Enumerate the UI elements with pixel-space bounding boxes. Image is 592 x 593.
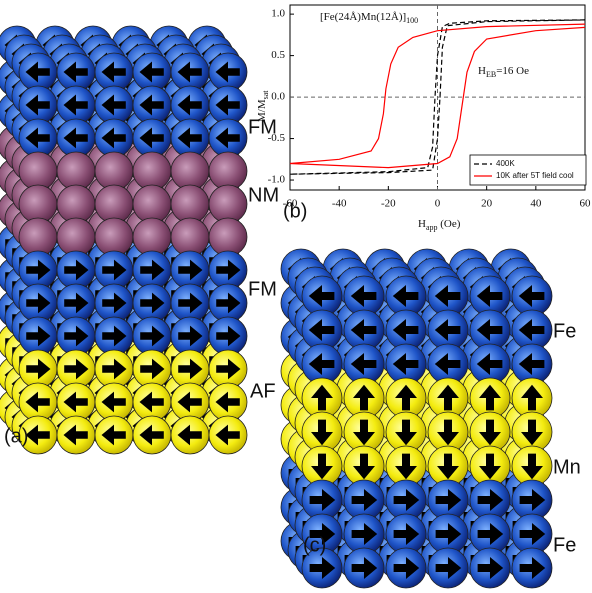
atom [95, 218, 133, 256]
layer-label: NM [248, 184, 279, 206]
panel-label: (a) [4, 425, 28, 447]
text: =16 Oe [496, 65, 529, 77]
y-tick-label: 0.0 [271, 91, 285, 103]
x-tick-label: 0 [435, 198, 441, 210]
legend-label: 400K [496, 159, 515, 168]
atom [19, 218, 57, 256]
atom [57, 152, 95, 190]
y-axis-label: M/Msat [256, 90, 270, 122]
x-tick-label: 40 [530, 198, 542, 210]
atom [19, 185, 57, 223]
legend-box [470, 155, 586, 185]
atom [95, 152, 133, 190]
atom [209, 218, 247, 256]
subscript: app [426, 223, 438, 232]
y-tick-label: -0.5 [268, 132, 286, 144]
annotation: HEB=16 Oe [478, 65, 529, 79]
atom [19, 152, 57, 190]
layer-label: AF [250, 380, 276, 402]
atom [57, 218, 95, 256]
atom [209, 185, 247, 223]
x-tick-label: -20 [381, 198, 396, 210]
x-axis-label: Happ (Oe) [418, 218, 461, 232]
atom [209, 152, 247, 190]
layer-label: FM [248, 278, 277, 300]
y-tick-label: 0.5 [271, 49, 285, 61]
layer-label: Fe [553, 534, 576, 556]
text: H [418, 218, 426, 230]
text: [Fe(24Å)Mn(12Å)] [320, 11, 406, 23]
y-tick-label: -1.0 [268, 174, 286, 186]
atom [133, 152, 171, 190]
text: M/M [256, 99, 268, 122]
atom [171, 152, 209, 190]
atom [133, 218, 171, 256]
panel-label: (c) [303, 534, 326, 556]
atom [95, 185, 133, 223]
layer-label: Mn [553, 456, 581, 478]
x-tick-label: 20 [481, 198, 493, 210]
subscript: EB [486, 70, 496, 79]
figure: FM NM FM AF (a) Fe Mn Fe (c) (b) -60-40-… [0, 0, 592, 593]
atom [171, 185, 209, 223]
x-tick-label: 60 [580, 198, 592, 210]
text: (Oe) [438, 218, 461, 230]
atom [171, 218, 209, 256]
legend-label: 10K after 5T field cool [496, 171, 574, 180]
hysteresis-chart: -60 -40 -20 0 20 40 60 -1.0 -0.5 0.0 0.5 1.0 [Fe(24Å… [256, 5, 591, 232]
layer-label: Fe [553, 320, 576, 342]
text: H [478, 65, 486, 77]
y-tick-label: 1.0 [271, 8, 285, 20]
atom [133, 185, 171, 223]
chart-title: [Fe(24Å)Mn(12Å)]100 [320, 11, 418, 25]
subscript: sat [261, 90, 270, 100]
atom [57, 185, 95, 223]
x-tick-label: -60 [283, 198, 298, 210]
subscript: 100 [406, 16, 418, 25]
x-tick-label: -40 [332, 198, 347, 210]
